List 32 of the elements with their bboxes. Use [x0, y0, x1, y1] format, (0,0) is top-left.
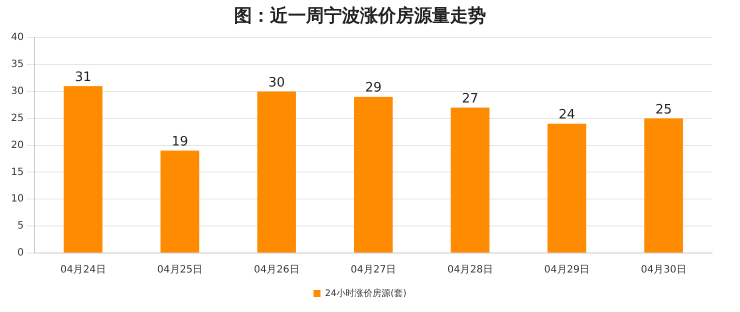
data-label: 29 [365, 80, 382, 96]
y-tick-label: 20 [10, 140, 24, 151]
data-label: 25 [655, 102, 672, 118]
y-tick-label: 15 [10, 166, 24, 178]
data-label: 30 [268, 75, 285, 90]
y-tick-label: 25 [10, 112, 24, 124]
x-tick-label: 04月25日 [157, 264, 203, 276]
y-tick-label: 30 [10, 86, 24, 98]
y-tick-label: 35 [10, 59, 24, 70]
y-tick-label: 10 [10, 194, 24, 205]
bar [450, 108, 490, 252]
x-tick-label: 04月29日 [544, 264, 590, 276]
x-tick-label: 04月26日 [254, 264, 300, 276]
bar [64, 86, 102, 252]
x-tick-label: 04月30日 [640, 264, 686, 276]
legend-label: 24小时涨价房源(套) [325, 288, 406, 299]
x-tick-label: 04月24日 [60, 264, 106, 276]
data-label: 24 [558, 108, 576, 123]
x-tick-label: 04月28日 [447, 264, 493, 276]
bar [644, 118, 683, 252]
data-label: 31 [74, 70, 92, 85]
y-tick-label: 40 [10, 32, 24, 44]
bar [160, 150, 200, 252]
data-label: 19 [172, 134, 188, 150]
bar [354, 96, 393, 252]
y-tick-label: 5 [17, 220, 24, 232]
bar [548, 124, 586, 252]
data-label: 27 [462, 91, 478, 106]
chart-title: 图：近一周宁波涨价房源量走势 [234, 5, 486, 26]
y-tick-label: 0 [17, 248, 24, 259]
x-tick-label: 04月27日 [350, 264, 396, 276]
bar [257, 91, 296, 252]
